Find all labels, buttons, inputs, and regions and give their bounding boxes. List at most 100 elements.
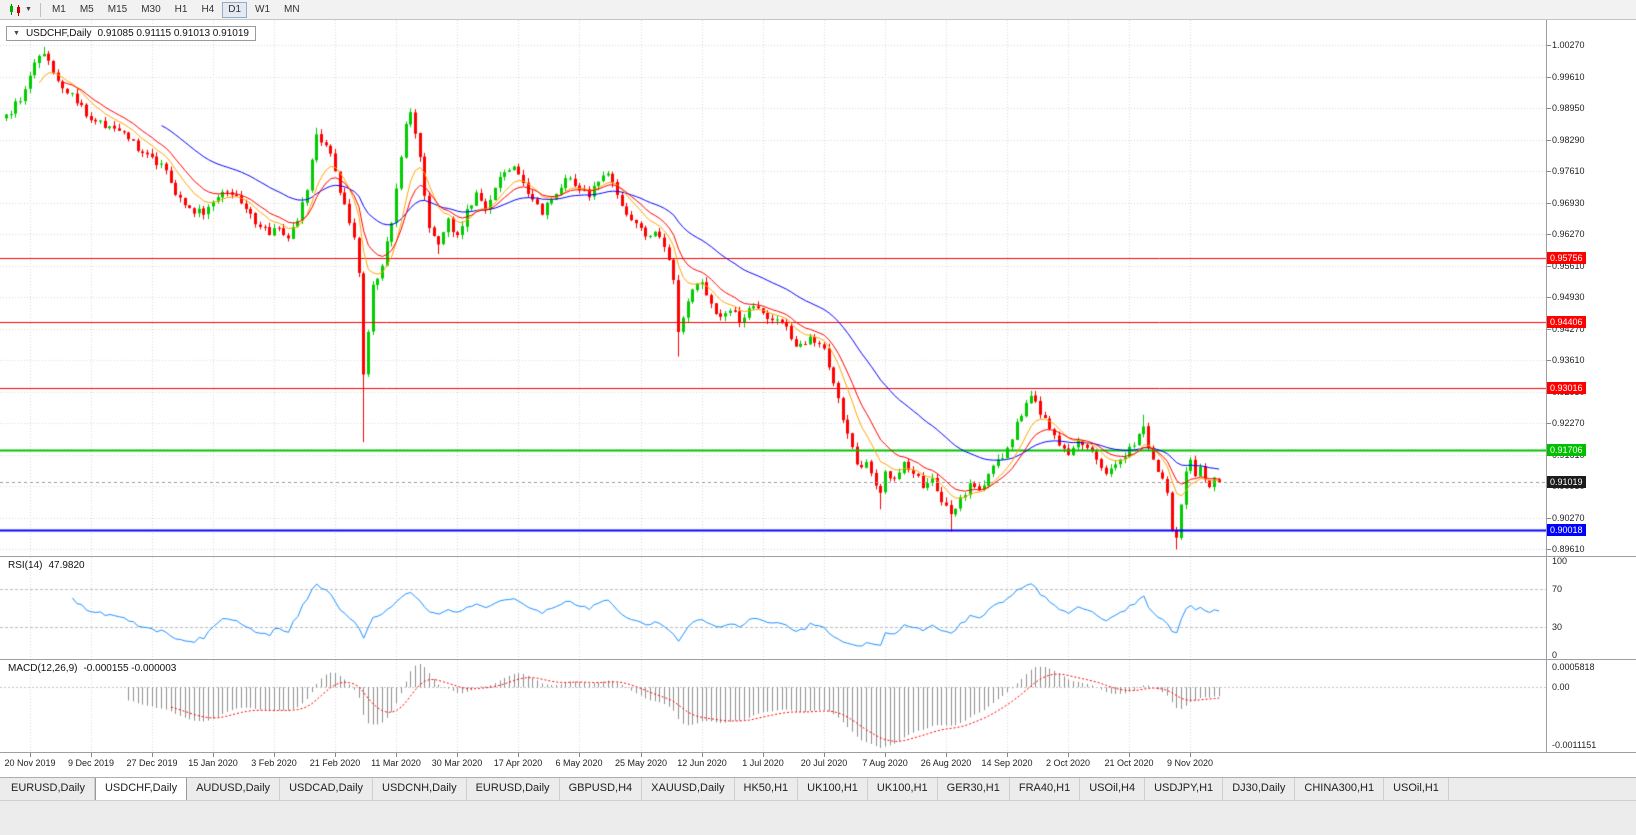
date-tick-label: 20 Nov 2019: [4, 758, 56, 768]
macd-panel-title: MACD(12,26,9) -0.000155 -0.000003: [8, 663, 176, 674]
panel-separator[interactable]: [0, 556, 1636, 557]
price-tick-label: 0.99610: [1552, 72, 1585, 82]
date-tick-label: 9 Nov 2020: [1166, 758, 1214, 768]
date-tick-label: 15 Jan 2020: [188, 758, 238, 768]
timeframe-button-h4[interactable]: H4: [195, 2, 220, 18]
date-tick-label: 7 Aug 2020: [862, 758, 908, 768]
price-tick-label: 1.00270: [1552, 40, 1585, 50]
rsi-indicator-panel[interactable]: [0, 557, 1546, 659]
main-price-chart[interactable]: [0, 20, 1546, 556]
price-tick-mark: [1547, 234, 1551, 235]
chart-type-button[interactable]: ▼: [4, 3, 36, 17]
price-tick-label: 0.96270: [1552, 229, 1585, 239]
timeframe-button-m1[interactable]: M1: [46, 2, 72, 18]
date-tick-mark: [396, 753, 397, 757]
chart-tab[interactable]: CHINA300,H1: [1295, 778, 1385, 800]
rsi-panel-title: RSI(14) 47.9820: [8, 560, 85, 571]
timeframe-button-d1[interactable]: D1: [222, 1, 248, 18]
date-tick-mark: [30, 753, 31, 757]
chart-header[interactable]: ▼ USDCHF,Daily 0.91085 0.91115 0.91013 0…: [6, 26, 256, 41]
toolbar-separator: [39, 2, 41, 17]
chart-tab[interactable]: UK100,H1: [868, 778, 938, 800]
chart-tab[interactable]: AUDUSD,Daily: [187, 778, 281, 800]
date-tick-mark: [1129, 753, 1130, 757]
price-tick-label: 0.92270: [1552, 418, 1585, 428]
price-tick-mark: [1547, 203, 1551, 204]
timeframe-toolbar: ▼ M1 M5 M15 M30 H1 H4 D1 W1 MN: [0, 0, 1636, 20]
date-tick-mark: [579, 753, 580, 757]
chart-tab[interactable]: USDCAD,Daily: [280, 778, 374, 800]
price-tick-mark: [1547, 171, 1551, 172]
date-tick-label: 27 Dec 2019: [126, 758, 178, 768]
price-tick-label: 0.95610: [1552, 261, 1585, 271]
chart-tab[interactable]: USOil,H4: [1080, 778, 1146, 800]
timeframe-button-w1[interactable]: W1: [249, 2, 276, 18]
date-tick-mark: [824, 753, 825, 757]
chart-tab[interactable]: GER30,H1: [938, 778, 1010, 800]
date-tick-label: 12 Jun 2020: [677, 758, 727, 768]
timeframe-button-m30[interactable]: M30: [135, 2, 166, 18]
date-tick-mark: [946, 753, 947, 757]
price-tick-label: 0.90270: [1552, 513, 1585, 523]
current-price-badge: 0.91019: [1547, 476, 1586, 488]
chart-tab[interactable]: HK50,H1: [735, 778, 799, 800]
timeframe-button-m15[interactable]: M15: [102, 2, 133, 18]
date-tick-label: 20 Jul 2020: [800, 758, 848, 768]
price-tick-label: 0.94270: [1552, 324, 1585, 334]
rsi-axis-label: 70: [1552, 584, 1563, 594]
date-tick-label: 14 Sep 2020: [981, 758, 1033, 768]
chart-symbol-label: USDCHF,Daily: [25, 28, 92, 39]
dropdown-caret-icon: ▼: [25, 6, 32, 13]
macd-axis-label: 0.0005818: [1552, 662, 1595, 672]
date-tick-mark: [91, 753, 92, 757]
macd-indicator-panel[interactable]: [0, 660, 1546, 752]
chart-tab[interactable]: UK100,H1: [798, 778, 868, 800]
timeframe-button-mn[interactable]: MN: [278, 2, 306, 18]
collapse-arrow-icon[interactable]: ▼: [13, 30, 20, 37]
date-tick-mark: [1007, 753, 1008, 757]
date-tick-label: 17 Apr 2020: [493, 758, 543, 768]
date-tick-label: 1 Jul 2020: [742, 758, 784, 768]
panel-separator[interactable]: [0, 659, 1636, 660]
price-tick-label: 0.94930: [1552, 292, 1585, 302]
chart-tab[interactable]: USOil,H1: [1384, 778, 1449, 800]
chart-tab[interactable]: FRA40,H1: [1010, 778, 1081, 800]
price-tick-label: 0.89610: [1552, 544, 1585, 554]
date-tick-mark: [335, 753, 336, 757]
chart-tab[interactable]: DJ30,Daily: [1223, 778, 1296, 800]
rsi-current-value: 47.9820: [48, 560, 85, 571]
date-tick-mark: [274, 753, 275, 757]
chart-tab[interactable]: USDCHF,Daily: [94, 778, 188, 800]
date-tick-mark: [885, 753, 886, 757]
macd-axis-label: 0.00: [1552, 682, 1570, 692]
price-tick-mark: [1547, 360, 1551, 361]
price-tick-mark: [1547, 423, 1551, 424]
rsi-axis-label: 30: [1552, 622, 1563, 632]
date-tick-mark: [213, 753, 214, 757]
price-tick-mark: [1547, 266, 1551, 267]
status-strip: [0, 800, 1636, 835]
chart-tab[interactable]: XAUUSD,Daily: [642, 778, 735, 800]
price-level-badge: 0.91706: [1547, 444, 1586, 456]
timeframe-button-m5[interactable]: M5: [74, 2, 100, 18]
chart-tab[interactable]: EURUSD,Daily: [2, 778, 95, 800]
macd-title-label: MACD(12,26,9): [8, 663, 78, 674]
macd-axis-label: -0.0011151: [1552, 740, 1597, 750]
date-tick-mark: [641, 753, 642, 757]
chart-tab[interactable]: EURUSD,Daily: [467, 778, 560, 800]
date-tick-mark: [1190, 753, 1191, 757]
timeframe-button-h1[interactable]: H1: [169, 2, 194, 18]
panel-separator[interactable]: [0, 752, 1636, 753]
price-tick-label: 0.98950: [1552, 103, 1585, 113]
date-tick-mark: [457, 753, 458, 757]
rsi-axis-label: 0: [1552, 650, 1558, 660]
chart-tab[interactable]: USDCNH,Daily: [373, 778, 467, 800]
price-axis-divider[interactable]: [1546, 20, 1547, 753]
price-tick-label: 0.96930: [1552, 198, 1585, 208]
date-tick-label: 21 Feb 2020: [309, 758, 361, 768]
chart-tab[interactable]: GBPUSD,H4: [560, 778, 643, 800]
date-tick-label: 21 Oct 2020: [1104, 758, 1154, 768]
price-level-badge: 0.94406: [1547, 316, 1586, 328]
chart-tab[interactable]: USDJPY,H1: [1145, 778, 1224, 800]
